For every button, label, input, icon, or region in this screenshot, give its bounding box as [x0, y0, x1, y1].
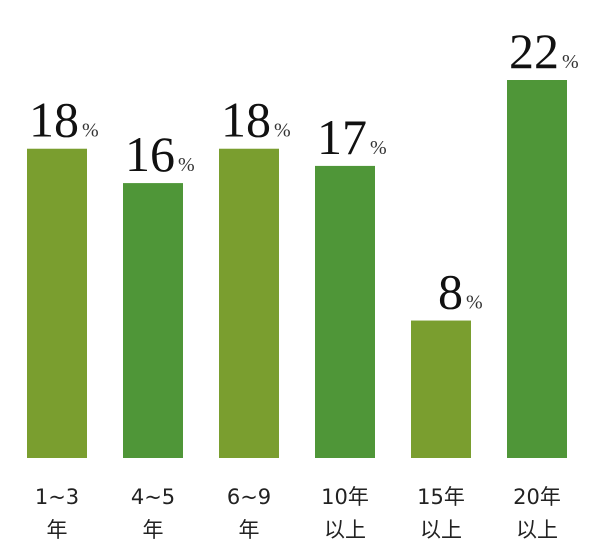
- x-tick-label: 年: [239, 518, 260, 542]
- bar: [507, 80, 567, 458]
- x-tick-label: 1~3: [35, 485, 79, 509]
- bar: [123, 183, 183, 458]
- value-label: 17: [317, 109, 367, 165]
- x-tick-label: 以上: [324, 518, 366, 542]
- x-tick-label: 20年: [513, 485, 561, 509]
- x-tick-label: 15年: [417, 485, 465, 509]
- value-unit: %: [82, 120, 99, 142]
- value-unit: %: [370, 137, 387, 159]
- value-label: 16: [125, 126, 175, 182]
- x-tick-label: 年: [47, 518, 68, 542]
- value-unit: %: [178, 154, 195, 176]
- value-label: 18: [221, 92, 271, 148]
- value-unit: %: [466, 292, 483, 314]
- x-tick-label: 以上: [420, 518, 462, 542]
- value-unit: %: [274, 120, 291, 142]
- value-label: 22: [509, 23, 559, 79]
- x-tick-label: 年: [143, 518, 164, 542]
- bar: [411, 320, 471, 458]
- x-tick-label: 10年: [321, 485, 369, 509]
- x-tick-label: 6~9: [227, 485, 271, 509]
- bar: [27, 148, 87, 458]
- x-tick-label: 4~5: [131, 485, 175, 509]
- value-label: 18: [29, 92, 79, 148]
- bar: [315, 165, 375, 458]
- bar: [219, 148, 279, 458]
- x-tick-label: 以上: [516, 518, 558, 542]
- value-unit: %: [562, 51, 579, 73]
- value-label: 8: [438, 264, 463, 320]
